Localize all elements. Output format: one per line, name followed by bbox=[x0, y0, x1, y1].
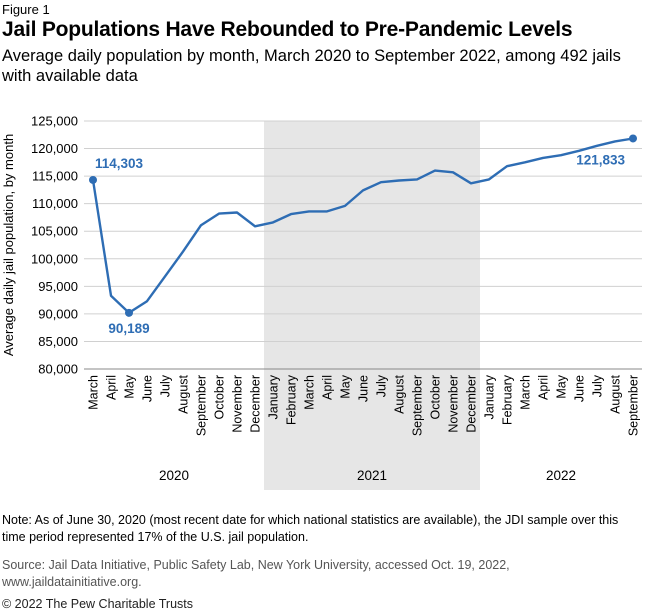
x-tick-label: March bbox=[303, 375, 317, 410]
x-tick-label: November bbox=[447, 375, 461, 433]
series-line bbox=[91, 137, 634, 314]
y-tick-label: 80,000 bbox=[38, 362, 78, 377]
data-label: 114,303 bbox=[95, 156, 144, 171]
chart-subtitle: Average daily population by month, March… bbox=[2, 47, 621, 85]
line-chart: 80,000 85,000 90,000 95,000 100,000 105,000 11… bbox=[1, 114, 642, 490]
y-tick-label: 115,000 bbox=[32, 169, 78, 184]
x-tick-label: January bbox=[267, 374, 281, 419]
x-tick-label: April bbox=[537, 375, 551, 400]
y-axis-title: Average daily jail population, by month bbox=[1, 134, 16, 356]
x-tick-label: February bbox=[285, 374, 299, 425]
copyright: © 2022 The Pew Charitable Trusts bbox=[2, 597, 194, 611]
data-label: 90,189 bbox=[108, 321, 149, 336]
x-tick-label: April bbox=[105, 375, 119, 400]
y-tick-label: 120,000 bbox=[31, 141, 78, 156]
year-label: 2020 bbox=[159, 468, 189, 483]
chart-title: Jail Populations Have Rebounded to Pre-P… bbox=[2, 18, 573, 41]
x-tick-label: May bbox=[123, 374, 137, 398]
x-tick-label: February bbox=[501, 374, 515, 425]
year-2021-shading bbox=[264, 121, 480, 490]
data-point-marker bbox=[629, 134, 637, 143]
x-tick-label: May bbox=[339, 374, 353, 398]
x-tick-label: July bbox=[159, 374, 173, 397]
data-label: 121,833 bbox=[576, 152, 625, 167]
x-tick-label: August bbox=[393, 374, 407, 413]
y-tick-label: 85,000 bbox=[38, 334, 78, 349]
x-tick-label: June bbox=[141, 375, 155, 402]
x-tick-label: July bbox=[591, 374, 605, 397]
x-tick-label: August bbox=[609, 374, 623, 413]
y-tick-label: 110,000 bbox=[32, 196, 78, 211]
y-tick-label: 105,000 bbox=[31, 224, 78, 239]
x-tick-label: December bbox=[465, 375, 479, 433]
y-tick-label: 95,000 bbox=[38, 279, 78, 294]
x-tick-label: May bbox=[555, 374, 569, 398]
x-tick-label: October bbox=[213, 375, 227, 419]
x-tick-label: August bbox=[177, 374, 191, 413]
year-label: 2021 bbox=[357, 468, 387, 483]
x-tick-label: April bbox=[321, 375, 335, 400]
y-tick-label: 125,000 bbox=[31, 114, 78, 129]
data-point-marker bbox=[125, 308, 133, 317]
chart-source: Source: Jail Data Initiative, Public Saf… bbox=[2, 558, 510, 589]
x-tick-label: January bbox=[483, 374, 497, 419]
y-tick-label: 100,000 bbox=[31, 251, 78, 266]
x-tick-label: March bbox=[519, 375, 533, 410]
x-tick-label: December bbox=[249, 375, 263, 433]
x-tick-label: July bbox=[375, 374, 389, 397]
x-tick-label: October bbox=[429, 375, 443, 419]
x-tick-label: September bbox=[195, 375, 209, 436]
x-tick-label: September bbox=[411, 375, 425, 436]
chart-note: Note: As of June 30, 2020 (most recent d… bbox=[2, 513, 619, 544]
data-point-marker bbox=[89, 175, 97, 184]
x-tick-label: November bbox=[231, 375, 245, 433]
x-tick-label: March bbox=[87, 375, 101, 410]
y-tick-label: 90,000 bbox=[38, 306, 78, 321]
x-tick-label: June bbox=[573, 375, 587, 402]
x-tick-label: September bbox=[627, 375, 641, 436]
x-tick-label: June bbox=[357, 375, 371, 402]
year-label: 2022 bbox=[546, 468, 576, 483]
figure-label: Figure 1 bbox=[2, 2, 50, 17]
